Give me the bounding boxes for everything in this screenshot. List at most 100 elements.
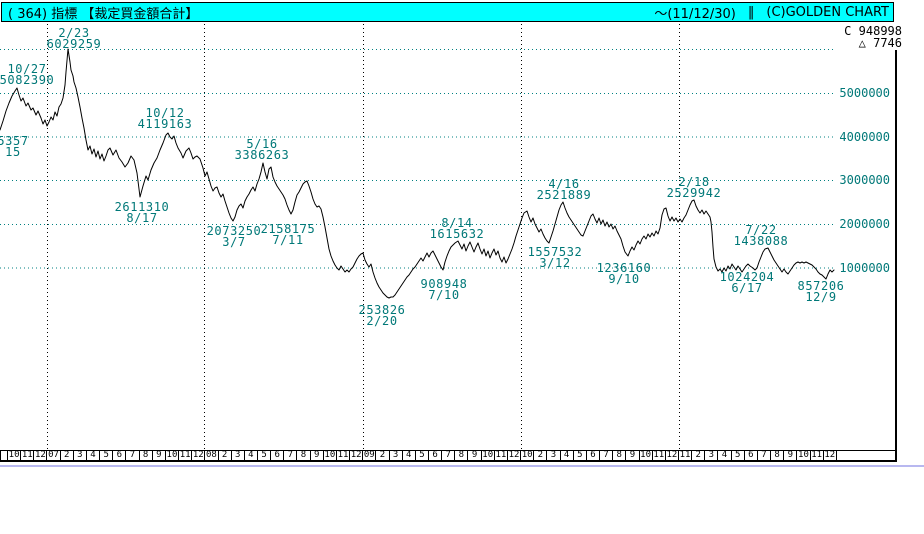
annotation-value: 1024204 <box>719 270 775 284</box>
month-cell-year: 10 <box>482 451 495 460</box>
chart-annotation-peak: 4/16 2521889 <box>498 177 630 202</box>
annotation-date: 2/18 <box>678 175 710 189</box>
month-cell: 12 <box>824 451 837 460</box>
annotation-value: 3386263 <box>234 148 290 162</box>
month-cell: 4 <box>87 451 101 460</box>
month-cell: 12 <box>192 451 206 460</box>
month-cell: 3 <box>74 451 87 460</box>
annotation-date: 15 <box>5 145 21 159</box>
month-cell: 5 <box>100 451 114 460</box>
chart-annotation-peak: 10/27 5082390 <box>0 62 93 86</box>
month-cell: 3 <box>232 451 245 460</box>
month-cell-stub <box>1 451 8 460</box>
month-cell-year: 11 <box>495 451 508 460</box>
month-cell-year: 11 <box>21 451 35 460</box>
month-cell: 2 <box>376 451 390 460</box>
annotation-date: 8/14 <box>441 216 473 230</box>
close-label: C <box>844 24 852 38</box>
plot-right-border <box>895 50 897 462</box>
month-cell-year: 10 <box>8 451 22 460</box>
month-cell-year: 09 <box>363 451 377 460</box>
chart-annotation-peak: 8/14 1615632 <box>391 216 523 241</box>
annotation-value: 2529942 <box>666 186 722 200</box>
month-cell-year: 11 <box>337 451 351 460</box>
chart-annotation-trough: 1024204 6/17 <box>681 270 813 295</box>
annotation-date: 2/20 <box>366 314 398 328</box>
month-cell-year: 11 <box>811 451 824 460</box>
chart-annotation-trough: 2611310 8/17 <box>76 201 208 224</box>
month-cell: 12 <box>34 451 48 460</box>
month-cell-year: 11 <box>179 451 193 460</box>
annotation-date: 6/17 <box>731 281 763 295</box>
month-cell: 12 <box>508 451 522 460</box>
month-cell: 2 <box>534 451 548 460</box>
month-cell: 4 <box>561 451 574 460</box>
y-axis-label: 1000000 <box>839 260 890 275</box>
annotation-date: 10/27 <box>7 62 47 76</box>
price-change: △ 7746 <box>844 37 902 49</box>
price-line <box>0 48 835 299</box>
annotation-value: 857206 <box>797 279 845 293</box>
chart-annotation-peak: 5/16 3386263 <box>196 138 328 162</box>
annotation-value: 1557532 <box>527 245 583 259</box>
month-cell-year: 10 <box>798 451 811 460</box>
month-cell: 4 <box>403 451 416 460</box>
annotation-value: 2073250 <box>206 224 262 238</box>
chart-annotation-peak: 2/18 2529942 <box>628 175 760 200</box>
month-cell: 9 <box>784 451 798 460</box>
month-cell: 5 <box>574 451 587 460</box>
date-range-label: ～(11/12/30) <box>654 6 736 22</box>
month-cell: 2 <box>219 451 232 460</box>
month-cell: 2 <box>692 451 706 460</box>
annotation-date: 3/12 <box>539 256 571 270</box>
month-cell: 7 <box>600 451 614 460</box>
chart-annotation-trough: 5357 15 <box>0 135 79 159</box>
month-cell: 6 <box>113 451 127 460</box>
annotation-date: 9/10 <box>608 272 640 286</box>
month-cell: 4 <box>245 451 258 460</box>
divider-icon: ‖ <box>747 4 755 20</box>
annotation-value: 1615632 <box>429 227 485 241</box>
chart-annotation-trough: 253826 2/20 <box>316 304 448 328</box>
change-value: 7746 <box>873 36 902 50</box>
chart-annotation-trough: 1557532 3/12 <box>489 245 621 270</box>
annotation-date: 10/12 <box>145 106 185 120</box>
annotation-value: 6029259 <box>46 37 102 51</box>
annotation-date: 7/10 <box>428 288 460 302</box>
close-price: C 948998 <box>844 25 902 37</box>
month-cell: 12 <box>350 451 364 460</box>
y-axis-label: 5000000 <box>839 86 890 100</box>
annotation-value: 2521889 <box>536 188 592 202</box>
annotation-value: 1236160 <box>596 261 652 275</box>
month-cell-year: 07 <box>48 451 61 460</box>
month-cell: 7 <box>758 451 772 460</box>
chart-annotation-trough: 2158175 7/11 <box>222 223 354 246</box>
chart-annotation-trough: 857206 12/9 <box>755 279 887 304</box>
month-cell: 6 <box>587 451 601 460</box>
month-cell: 8 <box>297 451 311 460</box>
month-cell-year: 10 <box>324 451 337 460</box>
month-cell: 9 <box>153 451 166 460</box>
month-cell: 8 <box>140 451 153 460</box>
chart-annotation-peak: 7/22 1438088 <box>695 223 827 247</box>
x-axis-month-row: 10 11 12 07 2 3 4 5 6 7 8 9 10 11 12 08 2 3 4 5 6 7 8 9 10 11 12 09… <box>0 450 897 462</box>
month-cell-year: 10 <box>640 451 653 460</box>
month-cell: 5 <box>732 451 745 460</box>
annotation-date: 2/23 <box>58 26 90 40</box>
chart-annotation-peak: 10/12 4119163 <box>99 106 231 130</box>
month-cell: 7 <box>126 451 140 460</box>
month-cell-year: 11 <box>653 451 666 460</box>
month-cell: 7 <box>442 451 456 460</box>
chart-annotation-trough: 1236160 9/10 <box>558 261 690 286</box>
annotation-date: 12/9 <box>805 290 837 304</box>
annotation-date: 7/22 <box>745 223 777 237</box>
month-cell-year: 10 <box>521 451 535 460</box>
annotation-date: 3/7 <box>222 235 246 249</box>
copyright-label: (C)GOLDEN CHART <box>766 4 889 20</box>
annotation-date: 4/16 <box>548 177 580 191</box>
month-cell-year: 08 <box>206 451 219 460</box>
title-bar: ( 364) 指標 【裁定買金額合計】 ～(11/12/30) ‖ (C)GOL… <box>1 2 894 22</box>
quote-block: C 948998 △ 7746 <box>844 25 902 49</box>
